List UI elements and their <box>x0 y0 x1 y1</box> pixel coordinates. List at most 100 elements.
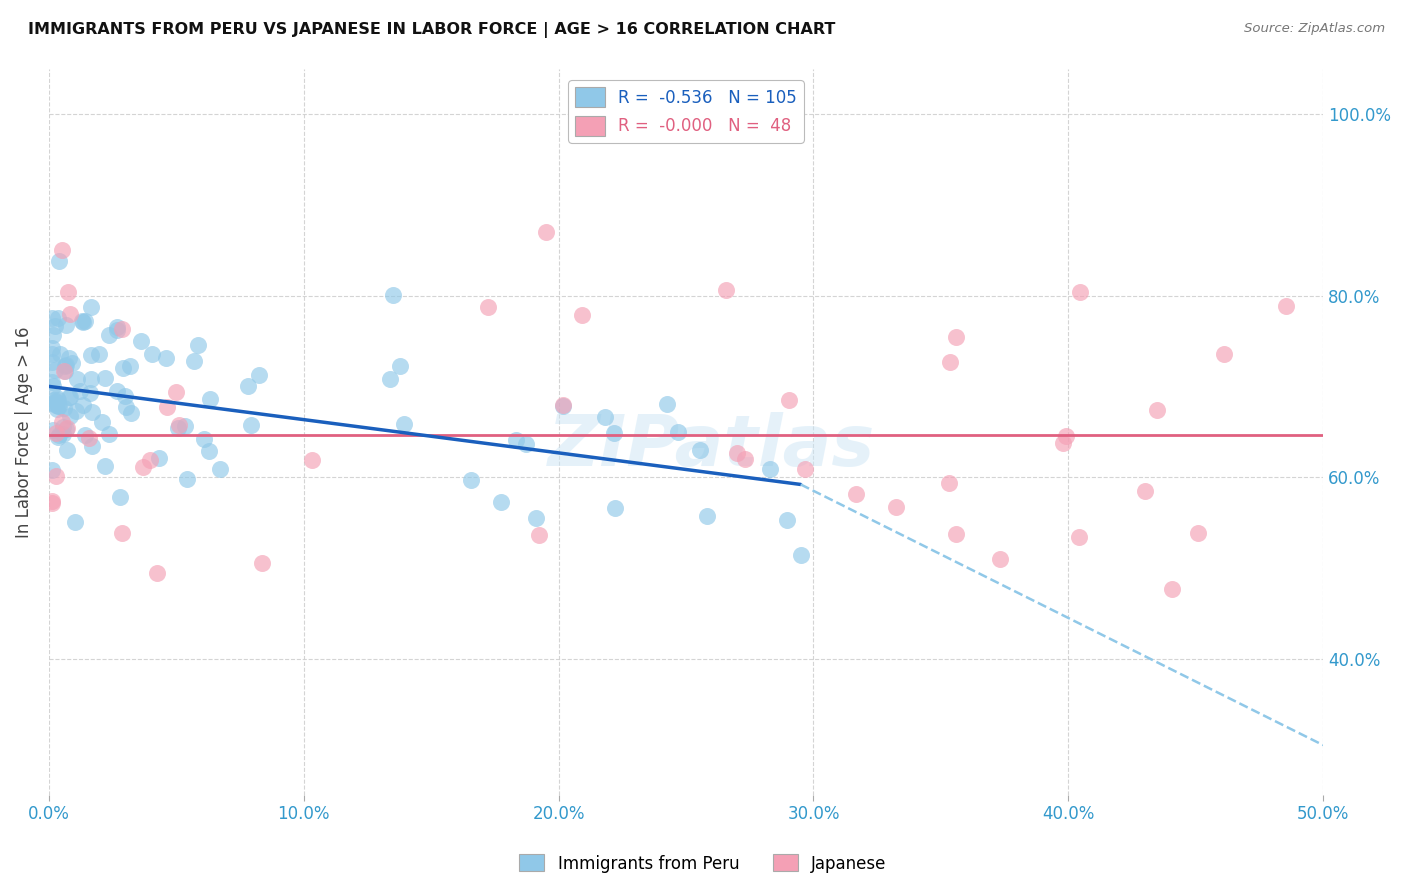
Point <box>183 354 205 368</box>
Point <box>666 425 689 439</box>
Point <box>990 552 1012 566</box>
Point <box>56 442 79 457</box>
Point <box>70 313 93 327</box>
Point <box>778 393 800 408</box>
Point <box>252 557 274 571</box>
Point <box>94 458 117 473</box>
Point <box>87 347 110 361</box>
Point <box>97 327 120 342</box>
Point <box>845 487 868 501</box>
Point <box>75 314 97 328</box>
Point <box>236 379 259 393</box>
Point <box>392 417 415 431</box>
Point <box>41 327 63 342</box>
Point <box>111 322 134 336</box>
Point <box>55 421 77 435</box>
Point <box>1146 403 1168 417</box>
Point <box>505 433 527 447</box>
Point <box>55 422 77 436</box>
Point <box>1187 526 1209 541</box>
Point <box>48 399 70 413</box>
Point <box>884 500 907 514</box>
Point <box>156 400 179 414</box>
Point <box>1067 530 1090 544</box>
Point <box>51 415 73 429</box>
Point <box>571 309 593 323</box>
Point <box>59 307 82 321</box>
Point <box>174 418 197 433</box>
Point <box>45 468 67 483</box>
Point <box>98 426 121 441</box>
Point <box>63 516 86 530</box>
Point <box>115 400 138 414</box>
Point <box>90 415 112 429</box>
Point <box>65 404 87 418</box>
Y-axis label: In Labor Force | Age > 16: In Labor Force | Age > 16 <box>15 326 32 538</box>
Point <box>58 351 80 366</box>
Point <box>551 400 574 414</box>
Point <box>477 300 499 314</box>
Point <box>73 428 96 442</box>
Point <box>380 371 402 385</box>
Point <box>1135 483 1157 498</box>
Point <box>48 427 70 442</box>
Point <box>55 358 77 372</box>
Point <box>46 393 69 408</box>
Point <box>193 433 215 447</box>
Point <box>1213 346 1236 360</box>
Point <box>41 423 63 437</box>
Point <box>80 348 103 362</box>
Point <box>58 390 80 404</box>
Point <box>59 391 82 405</box>
Point <box>45 391 67 405</box>
Point <box>69 384 91 398</box>
Point <box>41 493 63 508</box>
Point <box>52 420 75 434</box>
Point <box>44 363 66 377</box>
Legend: R =  -0.536   N = 105, R =  -0.000   N =  48: R = -0.536 N = 105, R = -0.000 N = 48 <box>568 80 804 143</box>
Point <box>82 405 104 419</box>
Point <box>105 320 128 334</box>
Point <box>46 399 69 413</box>
Point <box>111 525 134 540</box>
Point <box>44 319 66 334</box>
Point <box>60 355 83 369</box>
Point <box>114 389 136 403</box>
Point <box>938 476 960 491</box>
Point <box>759 462 782 476</box>
Point <box>55 318 77 332</box>
Point <box>734 452 756 467</box>
Text: IMMIGRANTS FROM PERU VS JAPANESE IN LABOR FORCE | AGE > 16 CORRELATION CHART: IMMIGRANTS FROM PERU VS JAPANESE IN LABO… <box>28 22 835 38</box>
Point <box>53 364 76 378</box>
Point <box>491 495 513 509</box>
Point <box>72 315 94 329</box>
Point <box>42 392 65 407</box>
Point <box>460 473 482 487</box>
Point <box>41 347 63 361</box>
Point <box>53 359 76 373</box>
Point <box>945 527 967 541</box>
Point <box>51 243 73 257</box>
Legend: Immigrants from Peru, Japanese: Immigrants from Peru, Japanese <box>513 847 893 880</box>
Point <box>790 548 813 562</box>
Point <box>46 311 69 326</box>
Point <box>1052 435 1074 450</box>
Point <box>66 372 89 386</box>
Point <box>1160 582 1182 596</box>
Point <box>381 287 404 301</box>
Point <box>945 330 967 344</box>
Point <box>41 354 63 368</box>
Text: ZIPatlas: ZIPatlas <box>548 412 875 481</box>
Point <box>45 426 67 441</box>
Point <box>41 396 63 410</box>
Point <box>45 394 67 409</box>
Point <box>301 453 323 467</box>
Point <box>553 398 575 412</box>
Point <box>80 300 103 314</box>
Point <box>79 385 101 400</box>
Point <box>524 511 547 525</box>
Point <box>141 347 163 361</box>
Point <box>45 401 67 416</box>
Point <box>80 438 103 452</box>
Point <box>77 431 100 445</box>
